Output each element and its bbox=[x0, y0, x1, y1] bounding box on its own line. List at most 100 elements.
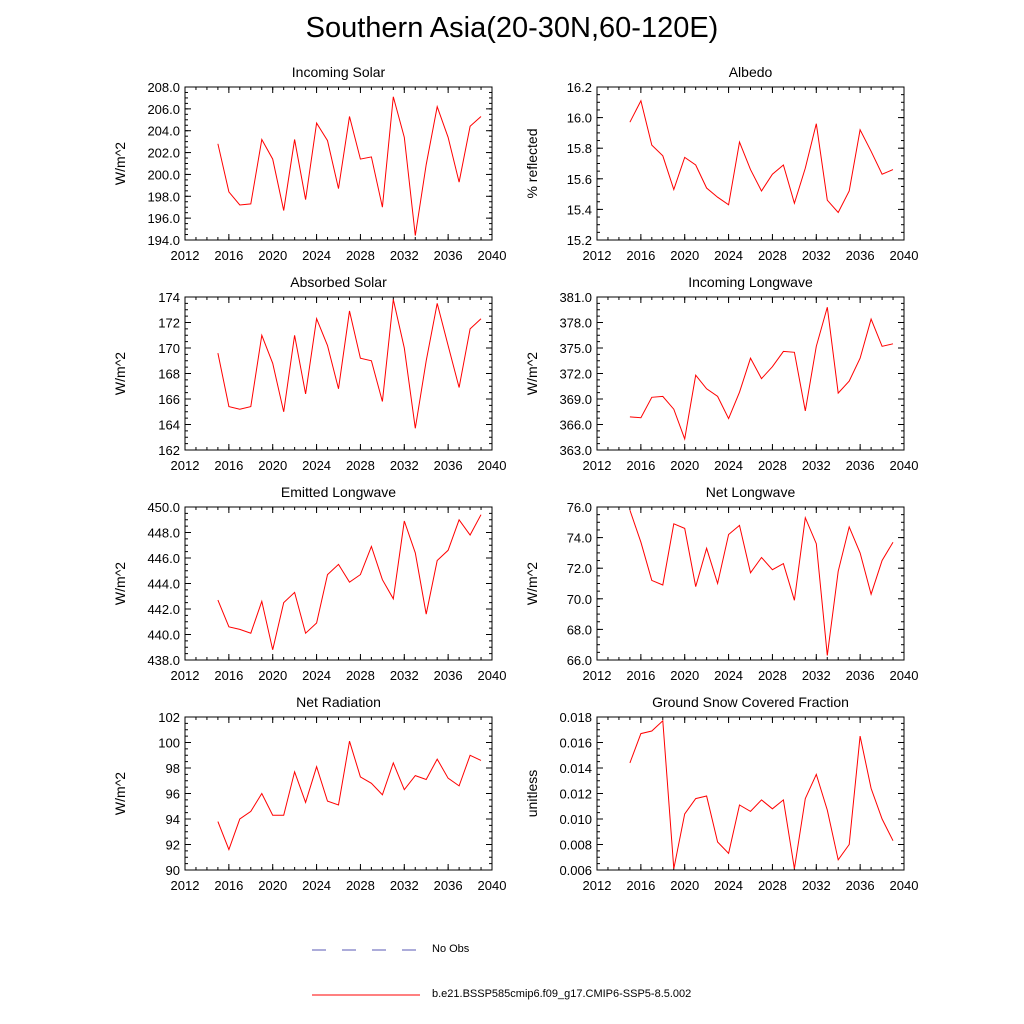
y-tick-label: 15.8 bbox=[567, 141, 592, 156]
x-tick-label: 2016 bbox=[214, 458, 243, 473]
series-line bbox=[629, 99, 894, 214]
y-tick-label: 0.014 bbox=[559, 761, 592, 776]
y-axis-label: W/m^2 bbox=[524, 562, 540, 605]
plot-frame bbox=[184, 296, 493, 451]
y-tick-label: 440.0 bbox=[147, 628, 180, 643]
y-tick-label: 0.006 bbox=[559, 863, 592, 878]
y-tick-label: 70.0 bbox=[567, 592, 592, 607]
y-tick-label: 198.0 bbox=[147, 189, 180, 204]
y-tick-label: 162 bbox=[158, 443, 180, 458]
y-tick-label: 0.008 bbox=[559, 838, 592, 853]
y-tick-label: 204.0 bbox=[147, 124, 180, 139]
legend-obs-swatch bbox=[312, 949, 420, 951]
x-tick-label: 2028 bbox=[758, 248, 787, 263]
x-tick-label: 2020 bbox=[258, 458, 287, 473]
y-tick-label: 172 bbox=[158, 316, 180, 331]
y-tick-label: 366.0 bbox=[559, 418, 592, 433]
y-tick-label: 206.0 bbox=[147, 102, 180, 117]
y-axis-label: W/m^2 bbox=[112, 142, 128, 185]
panel-title: Absorbed Solar bbox=[290, 274, 387, 290]
x-tick-label: 2024 bbox=[302, 458, 331, 473]
y-tick-label: 208.0 bbox=[147, 80, 180, 95]
series-line bbox=[217, 741, 482, 852]
y-tick-label: 92 bbox=[166, 838, 180, 853]
x-tick-label: 2040 bbox=[478, 248, 507, 263]
y-tick-label: 96 bbox=[166, 787, 180, 802]
y-axis-label: unitless bbox=[524, 770, 540, 817]
y-tick-label: 375.0 bbox=[559, 341, 592, 356]
series-line bbox=[217, 299, 482, 429]
y-tick-label: 0.012 bbox=[559, 787, 592, 802]
x-tick-label: 2040 bbox=[478, 668, 507, 683]
x-tick-label: 2012 bbox=[171, 668, 200, 683]
legend-model-swatch bbox=[312, 994, 420, 996]
x-tick-label: 2036 bbox=[434, 458, 463, 473]
y-tick-label: 174 bbox=[158, 290, 180, 305]
x-tick-label: 2028 bbox=[346, 878, 375, 893]
x-tick-label: 2032 bbox=[802, 248, 831, 263]
x-tick-label: 2028 bbox=[346, 668, 375, 683]
legend-obs: No Obs bbox=[312, 942, 612, 958]
y-tick-label: 15.2 bbox=[567, 233, 592, 248]
series-line bbox=[629, 307, 894, 441]
x-tick-label: 2020 bbox=[670, 458, 699, 473]
x-tick-label: 2012 bbox=[171, 878, 200, 893]
panel-7: Net Radiation W/m^2 2012 2016 2020 2024 2028 20… bbox=[112, 694, 506, 893]
panel-2: Albedo % reflected 2012 2016 2020 2024 2028 203… bbox=[524, 64, 918, 263]
plot-frame bbox=[596, 716, 905, 871]
x-tick-label: 2016 bbox=[214, 878, 243, 893]
y-tick-label: 200.0 bbox=[147, 167, 180, 182]
legend-obs-label: No Obs bbox=[432, 943, 470, 955]
x-tick-label: 2024 bbox=[302, 668, 331, 683]
x-tick-label: 2012 bbox=[583, 248, 612, 263]
x-tick-label: 2032 bbox=[390, 248, 419, 263]
y-tick-label: 0.016 bbox=[559, 736, 592, 751]
x-tick-label: 2024 bbox=[714, 878, 743, 893]
x-tick-label: 2036 bbox=[846, 878, 875, 893]
panel-1: Incoming Solar W/m^2 2012 2016 2020 2024 2028 2… bbox=[112, 64, 506, 263]
panel-5: Emitted Longwave W/m^2 2012 2016 2020 2024 202… bbox=[112, 484, 506, 683]
y-tick-label: 164 bbox=[158, 418, 180, 433]
x-tick-label: 2040 bbox=[890, 668, 919, 683]
x-tick-label: 2020 bbox=[670, 668, 699, 683]
x-tick-label: 2020 bbox=[670, 248, 699, 263]
panel-title: Emitted Longwave bbox=[281, 484, 396, 500]
y-tick-label: 68.0 bbox=[567, 622, 592, 637]
y-tick-label: 446.0 bbox=[147, 551, 180, 566]
y-tick-label: 381.0 bbox=[559, 290, 592, 305]
x-tick-label: 2028 bbox=[758, 878, 787, 893]
x-tick-label: 2024 bbox=[302, 878, 331, 893]
x-tick-label: 2040 bbox=[478, 878, 507, 893]
x-tick-label: 2028 bbox=[346, 458, 375, 473]
y-tick-label: 448.0 bbox=[147, 526, 180, 541]
panel-title: Ground Snow Covered Fraction bbox=[652, 694, 849, 710]
x-tick-label: 2036 bbox=[846, 668, 875, 683]
legend-model: b.e21.BSSP585cmip6.f09_g17.CMIP6-SSP5-8.… bbox=[312, 987, 732, 1003]
panel-8: Ground Snow Covered Fraction unitless 2012… bbox=[524, 694, 918, 893]
x-tick-label: 2040 bbox=[890, 878, 919, 893]
x-tick-label: 2028 bbox=[346, 248, 375, 263]
y-tick-label: 102 bbox=[158, 710, 180, 725]
x-tick-label: 2012 bbox=[171, 458, 200, 473]
y-tick-label: 202.0 bbox=[147, 146, 180, 161]
x-tick-label: 2016 bbox=[626, 458, 655, 473]
y-tick-label: 15.6 bbox=[567, 172, 592, 187]
plot-frame bbox=[596, 296, 905, 451]
y-tick-label: 16.0 bbox=[567, 111, 592, 126]
y-tick-label: 16.2 bbox=[567, 80, 592, 95]
chart-main-title: Southern Asia(20-30N,60-120E) bbox=[305, 12, 719, 44]
y-tick-label: 194.0 bbox=[147, 233, 180, 248]
x-tick-label: 2024 bbox=[714, 668, 743, 683]
y-axis-label: W/m^2 bbox=[524, 352, 540, 395]
x-tick-label: 2016 bbox=[626, 248, 655, 263]
y-tick-label: 94 bbox=[166, 812, 180, 827]
y-tick-label: 98 bbox=[166, 761, 180, 776]
x-tick-label: 2032 bbox=[802, 458, 831, 473]
y-tick-label: 438.0 bbox=[147, 653, 180, 668]
x-tick-label: 2028 bbox=[758, 668, 787, 683]
y-tick-label: 72.0 bbox=[567, 561, 592, 576]
y-tick-label: 0.010 bbox=[559, 812, 592, 827]
panel-4: Incoming Longwave W/m^2 2012 2016 2020 2024 20… bbox=[524, 274, 918, 473]
y-tick-label: 378.0 bbox=[559, 316, 592, 331]
